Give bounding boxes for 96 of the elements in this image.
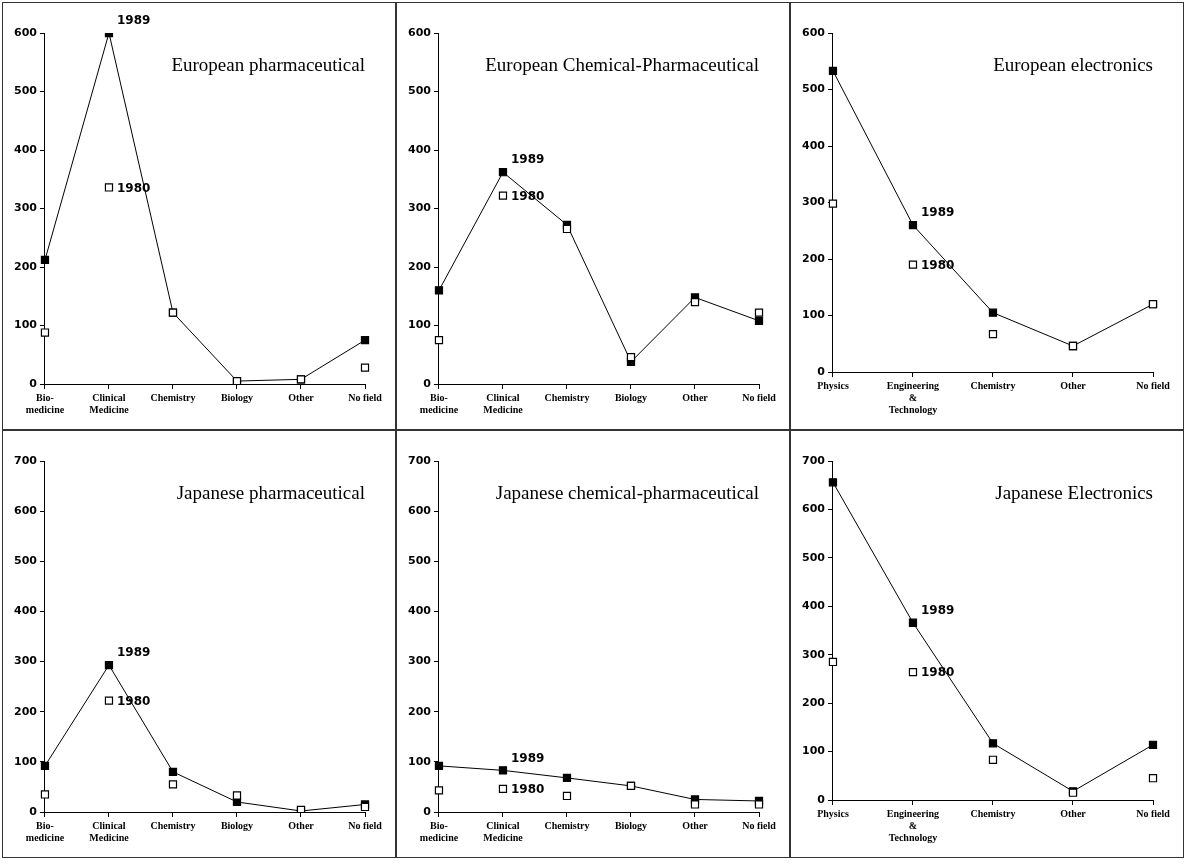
y-tick-label: 100 <box>407 754 432 768</box>
x-tick-label: Other <box>1060 807 1087 819</box>
y-tick-label: 600 <box>407 504 432 517</box>
y-tick-label: 500 <box>13 84 38 98</box>
x-tick-label: No field <box>348 819 383 831</box>
y-tick-label: 0 <box>423 376 432 390</box>
text: Japanese chemical-pharmaceutical <box>495 482 760 504</box>
y-tick-label: 400 <box>801 599 826 613</box>
y-tick-label: 100 <box>13 318 38 332</box>
series-label: 1980 <box>510 782 545 797</box>
x-tick-label: Chemistry <box>970 379 1016 391</box>
x-tick-label: No field <box>742 819 777 831</box>
y-tick-label: 300 <box>13 654 38 668</box>
y-tick-label: 500 <box>407 554 432 568</box>
series-label: 1980 <box>116 693 151 708</box>
series-label: 1989 <box>116 645 151 660</box>
x-tick-label: No field <box>742 391 777 403</box>
x-tick-label: Clinical Medicine <box>89 819 130 843</box>
y-tick-label: 700 <box>801 453 826 467</box>
x-tick-label: Clinical Medicine <box>483 391 524 415</box>
y-tick-label: 0 <box>423 804 432 818</box>
y-tick-label: 400 <box>13 142 38 156</box>
text: European Chemical-Pharmaceutical <box>485 54 759 76</box>
y-tick-label: 500 <box>13 554 38 568</box>
x-tick-label: Chemistry <box>970 807 1016 819</box>
series-label: 1989 <box>116 13 151 28</box>
y-tick-label: 500 <box>407 84 432 98</box>
text: European pharmaceutical <box>171 54 365 76</box>
y-tick-label: 200 <box>407 704 432 718</box>
series-label: 1980 <box>116 180 151 195</box>
x-tick-label: Chemistry <box>150 391 196 403</box>
y-tick-label: 200 <box>801 251 826 265</box>
series-label: 1989 <box>510 750 545 765</box>
x-tick-label: No field <box>1136 807 1171 819</box>
y-tick-label: 200 <box>13 704 38 718</box>
y-tick-label: 0 <box>817 364 826 378</box>
x-tick-label: Other <box>288 819 315 831</box>
y-tick-label: 100 <box>13 754 38 768</box>
y-tick-label: 300 <box>801 647 826 661</box>
y-tick-label: 200 <box>13 259 38 273</box>
x-tick-label: No field <box>348 391 383 403</box>
x-tick-label: Other <box>1060 379 1087 391</box>
y-tick-label: 600 <box>801 25 826 39</box>
x-tick-label: Engineering & Technology <box>886 379 940 415</box>
series-label: 1989 <box>920 205 955 220</box>
x-tick-label: Biology <box>614 391 648 403</box>
y-tick-label: 0 <box>29 376 38 390</box>
x-tick-label: Other <box>682 391 709 403</box>
x-tick-label: Bio- medicine <box>419 819 459 843</box>
y-tick-label: 0 <box>817 792 826 806</box>
x-tick-label: No field <box>1136 379 1171 391</box>
x-tick-label: Clinical Medicine <box>89 391 130 415</box>
y-tick-label: 600 <box>801 502 826 516</box>
y-tick-label: 500 <box>801 550 826 564</box>
y-tick-label: 700 <box>407 453 432 467</box>
y-tick-label: 300 <box>407 201 432 215</box>
x-tick-label: Bio- medicine <box>25 391 65 415</box>
text: Japanese Electronics <box>995 482 1153 504</box>
y-tick-label: 500 <box>801 82 826 96</box>
y-tick-label: 700 <box>13 453 38 467</box>
x-tick-label: Chemistry <box>544 391 590 403</box>
y-tick-label: 400 <box>801 138 826 152</box>
x-tick-label: Other <box>682 819 709 831</box>
x-tick-label: Bio- medicine <box>419 391 459 415</box>
x-tick-label: Physics <box>817 807 849 819</box>
y-tick-label: 600 <box>13 504 38 517</box>
series-label: 1980 <box>920 665 955 680</box>
x-tick-label: Chemistry <box>150 819 196 831</box>
y-tick-label: 400 <box>407 604 432 618</box>
y-tick-label: 600 <box>13 25 38 39</box>
y-tick-label: 100 <box>407 318 432 332</box>
y-tick-label: 300 <box>801 195 826 209</box>
y-tick-label: 400 <box>13 604 38 618</box>
y-tick-label: 600 <box>407 25 432 39</box>
y-tick-label: 100 <box>801 744 826 758</box>
text: European electronics <box>993 54 1153 76</box>
x-tick-label: Bio- medicine <box>25 819 65 843</box>
y-tick-label: 200 <box>407 259 432 273</box>
series-label: 1989 <box>920 602 955 617</box>
x-tick-label: Biology <box>220 391 254 403</box>
text: Japanese pharmaceutical <box>176 482 365 504</box>
y-tick-label: 200 <box>801 696 826 709</box>
y-tick-label: 100 <box>801 308 826 322</box>
y-tick-label: 300 <box>407 654 432 668</box>
x-tick-label: Chemistry <box>544 819 590 831</box>
x-tick-label: Biology <box>614 819 648 831</box>
y-tick-label: 300 <box>13 201 38 215</box>
series-label: 1989 <box>510 152 545 167</box>
series-label: 1980 <box>920 257 955 272</box>
x-tick-label: Engineering & Technology <box>886 807 940 843</box>
y-tick-label: 0 <box>29 804 38 818</box>
x-tick-label: Biology <box>220 819 254 831</box>
y-tick-label: 400 <box>407 142 432 156</box>
x-tick-label: Physics <box>817 379 849 391</box>
x-tick-label: Other <box>288 391 315 403</box>
x-tick-label: Clinical Medicine <box>483 819 524 843</box>
